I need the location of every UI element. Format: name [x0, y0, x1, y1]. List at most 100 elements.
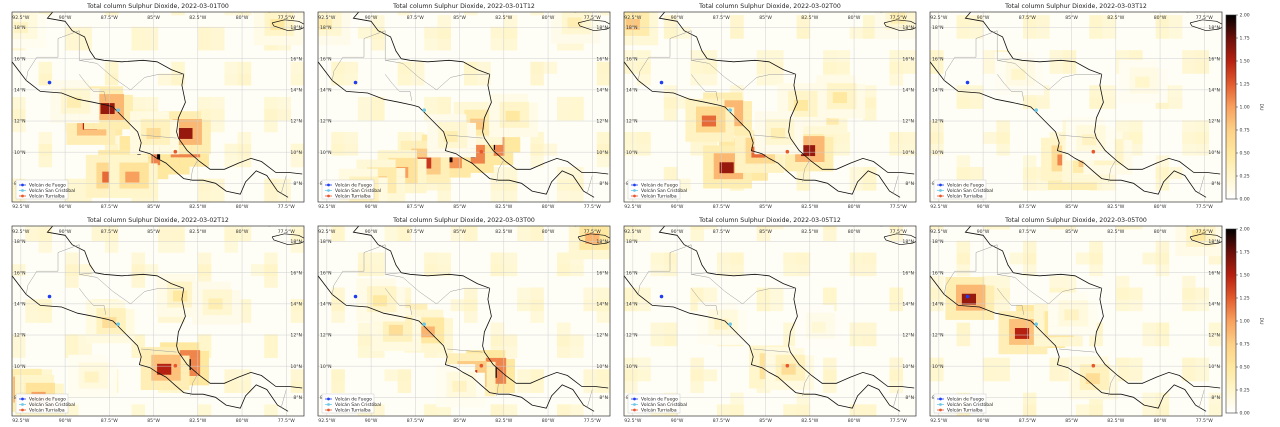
so2-cell [263, 36, 274, 46]
so2-cell [733, 108, 744, 118]
country-border [892, 175, 899, 195]
so2-cell [95, 300, 106, 310]
so2-cell [221, 315, 232, 325]
so2-cell [12, 385, 13, 395]
so2-cell [489, 128, 500, 138]
so2-cell [190, 358, 201, 368]
so2-cell [395, 304, 406, 313]
volcano-marker [47, 294, 52, 299]
y-tick-label: 18°N [596, 239, 608, 245]
so2-cell [395, 295, 406, 305]
country-border [997, 288, 1025, 315]
so2-cell [556, 38, 571, 51]
so2-cell [1099, 372, 1110, 382]
so2-cell [503, 156, 514, 166]
caribbean-coastline [964, 12, 1221, 175]
so2-cell [427, 148, 438, 158]
legend-label: Volcán de Fuego [947, 182, 984, 189]
so2-cell [470, 118, 485, 130]
so2-cell [1182, 50, 1196, 63]
so2-cell [589, 241, 600, 250]
country-border [753, 134, 789, 139]
so2-cell [807, 108, 818, 117]
so2-cell [372, 342, 383, 352]
so2-cell [423, 343, 434, 353]
so2-cell [1194, 247, 1205, 257]
so2-cell [433, 343, 444, 353]
so2-cell [648, 12, 659, 20]
colorbar-tick-label: 2.00 [1240, 227, 1250, 233]
so2-cell [974, 311, 985, 320]
so2-cell [724, 124, 735, 134]
so2-cell [1139, 67, 1150, 77]
so2-cell [930, 275, 944, 288]
so2-cell [588, 250, 599, 260]
caribbean-coastline [964, 226, 1221, 389]
y-tick-label: 10°N [902, 150, 914, 156]
so2-cell [456, 389, 467, 398]
so2-cell [596, 310, 610, 323]
so2-cell [130, 145, 140, 155]
so2-cell [619, 2, 629, 11]
colorbar-tick-label: 2.00 [1240, 13, 1250, 19]
country-border [141, 134, 177, 139]
x-tick-label: 92.5°W [12, 418, 30, 424]
so2-cell [36, 13, 47, 23]
x-tick-label: 85°W [1065, 204, 1078, 210]
so2-cell [834, 322, 844, 331]
y-tick-label: 18°N [290, 239, 302, 245]
so2-cell [862, 404, 877, 416]
so2-cell [690, 229, 704, 242]
so2-cell [96, 308, 107, 317]
so2-cell [108, 171, 119, 181]
so2-cell [849, 334, 864, 347]
so2-cell [170, 371, 181, 381]
so2-cell [382, 324, 393, 334]
so2-cell [770, 128, 786, 139]
so2-cell [862, 166, 877, 179]
so2-cell [1208, 334, 1222, 347]
so2-cell [357, 108, 372, 121]
so2-cell [169, 347, 180, 356]
so2-cell [913, 13, 916, 22]
y-tick-label: 10°N [320, 364, 332, 370]
so2-cell [464, 226, 478, 230]
so2-cell [690, 50, 704, 63]
so2-cell [434, 334, 445, 344]
so2-cell [222, 289, 232, 299]
so2-cell [372, 333, 383, 343]
so2-cell [889, 357, 904, 370]
so2-cell [690, 357, 704, 370]
so2-cell [1157, 94, 1168, 103]
so2-cell [1182, 357, 1196, 370]
so2-cell [969, 166, 984, 179]
so2-cell [1095, 125, 1106, 134]
y-tick-label: 14°N [1208, 301, 1220, 307]
so2-cell [930, 50, 944, 63]
so2-cell [788, 90, 798, 100]
so2-cell [1057, 181, 1068, 191]
cuba-coastline [574, 12, 578, 13]
so2-cell [517, 369, 531, 382]
so2-cell [179, 372, 190, 382]
so2-cell [36, 39, 47, 49]
so2-cell [392, 332, 403, 342]
y-tick-label: 12°N [1208, 119, 1220, 125]
x-tick-label: 85°W [1065, 15, 1078, 21]
so2-cell [567, 17, 582, 29]
so2-cell [465, 364, 476, 373]
so2-cell [1205, 229, 1216, 239]
colorbar-tick-label: 1.25 [1240, 296, 1250, 302]
so2-cell [124, 325, 135, 335]
so2-cell [474, 109, 485, 119]
x-tick-label: 82.5°W [1107, 229, 1125, 235]
x-tick-label: 77.5°W [278, 229, 296, 235]
so2-cell [1185, 247, 1196, 257]
so2-cell [436, 364, 446, 373]
so2-cell [570, 264, 584, 277]
so2-cell [1082, 134, 1097, 146]
so2-cell [994, 60, 1005, 70]
so2-cell [176, 273, 186, 283]
caribbean-coastline [46, 226, 303, 389]
so2-cell [339, 203, 349, 212]
